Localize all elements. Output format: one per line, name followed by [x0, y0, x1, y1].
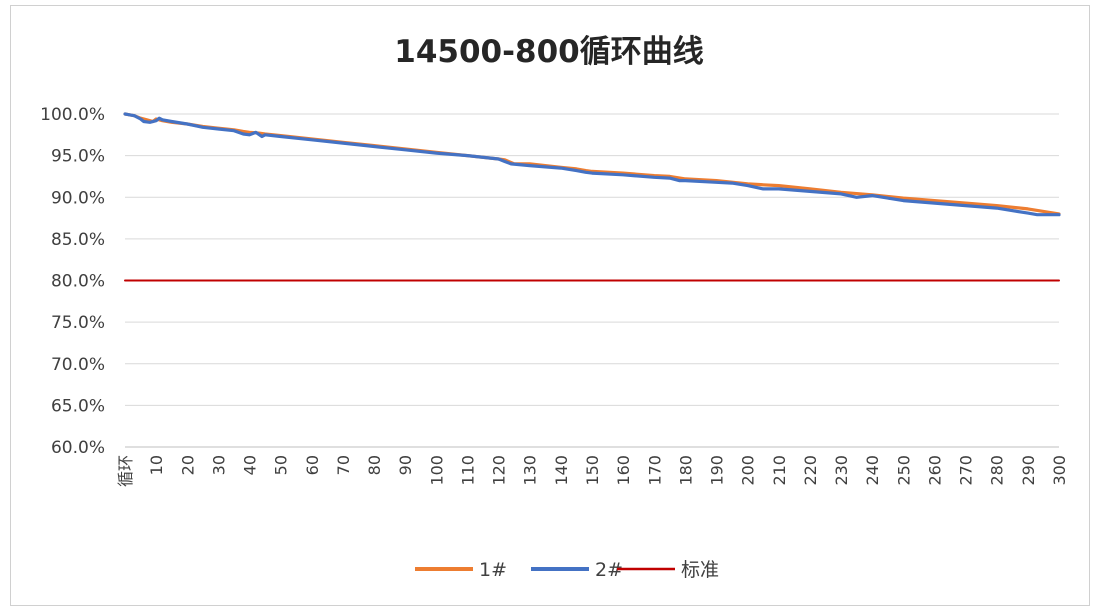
x-tick-label-first: 循环: [116, 455, 135, 487]
y-tick-label: 70.0%: [51, 355, 105, 375]
x-tick-label: 80: [365, 455, 384, 475]
x-tick-label: 90: [396, 455, 415, 475]
x-tick-label: 200: [739, 455, 758, 486]
legend-label: 标准: [681, 559, 719, 581]
series-line-1: [123, 112, 1061, 216]
x-tick-label: 110: [458, 455, 477, 486]
x-tick-label: 280: [988, 455, 1007, 486]
x-tick-label: 230: [832, 455, 851, 486]
gridlines: [125, 113, 1059, 406]
x-tick-label: 300: [1050, 455, 1069, 486]
y-tick-labels: 60.0% 65.0% 70.0% 75.0% 80.0% 85.0% 90.0% 95.0%…: [40, 105, 105, 458]
x-tick-label: 20: [178, 455, 197, 475]
x-tick-label: 50: [272, 455, 291, 475]
x-tick-label: 290: [1019, 455, 1038, 486]
x-tick-label: 10: [147, 455, 166, 475]
x-tick-label: 130: [521, 455, 540, 486]
series-line-2: [123, 112, 1061, 217]
chart-frame: 60.0% 65.0% 70.0% 75.0% 80.0% 85.0% 90.0% 95.0%…: [10, 5, 1090, 606]
x-tick-label: 180: [676, 455, 695, 486]
x-tick-label: 240: [863, 455, 882, 486]
x-tick-label: 120: [490, 455, 509, 486]
x-tick-label: 250: [894, 455, 913, 486]
chart-svg: 60.0% 65.0% 70.0% 75.0% 80.0% 85.0% 90.0% 95.0%…: [40, 34, 1069, 581]
y-tick-label: 65.0%: [51, 396, 105, 416]
x-tick-label: 190: [708, 455, 727, 486]
x-tick-label: 260: [925, 455, 944, 486]
series-lines: [123, 112, 1061, 282]
y-tick-label: 60.0%: [51, 438, 105, 458]
x-tick-label: 40: [241, 455, 260, 475]
x-tick-label: 220: [801, 455, 820, 486]
legend-label: 2#: [595, 559, 623, 581]
y-tick-label: 100.0%: [40, 105, 105, 125]
x-tick-label: 270: [957, 455, 976, 486]
x-tick-label: 100: [427, 455, 446, 486]
y-tick-label: 75.0%: [51, 313, 105, 333]
legend-label: 1#: [479, 559, 507, 581]
x-tick-label: 30: [209, 455, 228, 475]
x-tick-label: 170: [645, 455, 664, 486]
x-tick-label: 160: [614, 455, 633, 486]
x-tick-label: 140: [552, 455, 571, 486]
chart-title: 14500-800循环曲线: [394, 34, 703, 70]
y-tick-label: 80.0%: [51, 272, 105, 292]
legend: 1# 2# 标准: [415, 559, 719, 581]
x-tick-label: 150: [583, 455, 602, 486]
y-tick-label: 90.0%: [51, 188, 105, 208]
x-tick-label: 60: [303, 455, 322, 475]
y-tick-label: 95.0%: [51, 147, 105, 167]
x-tick-label: 210: [770, 455, 789, 486]
y-tick-label: 85.0%: [51, 230, 105, 250]
x-tick-label: 70: [334, 455, 353, 475]
x-tick-labels: 循环 10 20 30 40 50 60 70 80 90 100 110 120 130 140 150 16…: [116, 455, 1069, 487]
